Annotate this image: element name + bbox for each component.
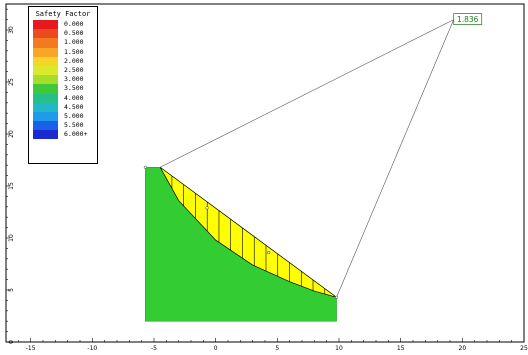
y-tick-label: 25: [8, 78, 15, 86]
legend-swatch: [33, 75, 58, 85]
y-tick-label: 15: [8, 182, 15, 190]
x-tick-label: 25: [520, 345, 528, 352]
x-tick-label: 10: [335, 345, 343, 352]
legend-label: 2.000: [64, 56, 84, 65]
y-tick-label: 0: [8, 340, 15, 344]
legend-label: 4.000: [64, 93, 84, 102]
legend-swatch: [33, 29, 58, 39]
legend-swatch: [33, 130, 58, 140]
safety-factor-value: 1.836: [457, 15, 479, 24]
safety-factor-box: [453, 13, 483, 25]
legend-label: 3.000: [64, 75, 84, 84]
x-tick-label: 20: [459, 345, 467, 352]
x-tick-label: 5: [275, 345, 279, 352]
y-tick-label: 5: [8, 288, 15, 292]
x-tick-label: -15: [26, 345, 36, 352]
y-tick-label: 20: [8, 130, 15, 138]
legend-swatch: [33, 121, 58, 131]
slope-model: [143, 19, 454, 322]
legend-item: 0.500: [33, 29, 87, 39]
legend-label: 5.000: [64, 111, 84, 120]
legend-swatch: [33, 56, 58, 66]
legend-item: 0.000: [33, 20, 87, 30]
legend-label: 1.000: [64, 38, 84, 47]
x-tick-label: -5: [151, 345, 157, 352]
legend-swatch: [33, 93, 58, 103]
legend-label: 5.500: [64, 121, 84, 130]
y-tick-label: 10: [8, 234, 15, 242]
legend-label: 3.500: [64, 84, 84, 93]
legend-item: 5.500: [33, 121, 87, 131]
legend-swatch: [33, 102, 58, 112]
radius-line-crest: [160, 19, 454, 168]
x-axis: -15 -10 -5 0 5 10 15 20 25: [5, 338, 528, 352]
safety-factor-label[interactable]: 1.836: [453, 13, 483, 25]
legend-item: 1.500: [33, 47, 87, 57]
legend-item: 2.000: [33, 56, 87, 66]
legend-swatch: [33, 111, 58, 122]
y-tick-label: 30: [8, 26, 15, 34]
legend-swatch: [33, 84, 58, 94]
legend-item: 4.500: [33, 102, 87, 112]
legend-label: 6.000+: [64, 130, 88, 139]
legend-item: 3.500: [33, 84, 87, 94]
radius-line-toe: [336, 19, 454, 298]
vertex-marker: [205, 206, 209, 210]
legend-item: 6.000+: [33, 130, 88, 140]
legend-swatch: [33, 20, 58, 30]
x-tick-label: 0: [214, 345, 218, 352]
vertex-marker: [143, 165, 147, 169]
vertex-marker: [267, 251, 271, 255]
legend-label: 4.500: [64, 102, 84, 111]
legend-label: 0.000: [64, 20, 84, 29]
vertex-marker: [334, 295, 339, 299]
slip-mass: [159, 166, 337, 298]
safety-factor-legend: Safety Factor 0.000 0.500 1.000 1.500 2.000 2…: [28, 6, 98, 164]
legend-label: 2.500: [64, 66, 84, 75]
x-tick-label: 15: [397, 345, 405, 352]
legend-item: 5.000: [33, 111, 87, 122]
legend-title: Safety Factor: [35, 10, 91, 18]
legend-item: 3.000: [33, 75, 87, 85]
legend-label: 1.500: [64, 47, 84, 56]
legend-item: 4.000: [33, 93, 87, 103]
legend-label: 0.500: [64, 29, 84, 38]
legend-items: 0.000 0.500 1.000 1.500 2.000 2.500 3.000 3.500…: [33, 20, 88, 140]
legend-swatch: [33, 47, 58, 57]
legend-swatch: [33, 38, 58, 48]
legend-swatch: [33, 65, 58, 76]
y-axis: 0 5 10 15 20 25 30: [6, 8, 15, 344]
legend-item: 2.500: [33, 65, 87, 76]
x-tick-label: -10: [87, 345, 97, 352]
legend-item: 1.000: [33, 38, 87, 48]
